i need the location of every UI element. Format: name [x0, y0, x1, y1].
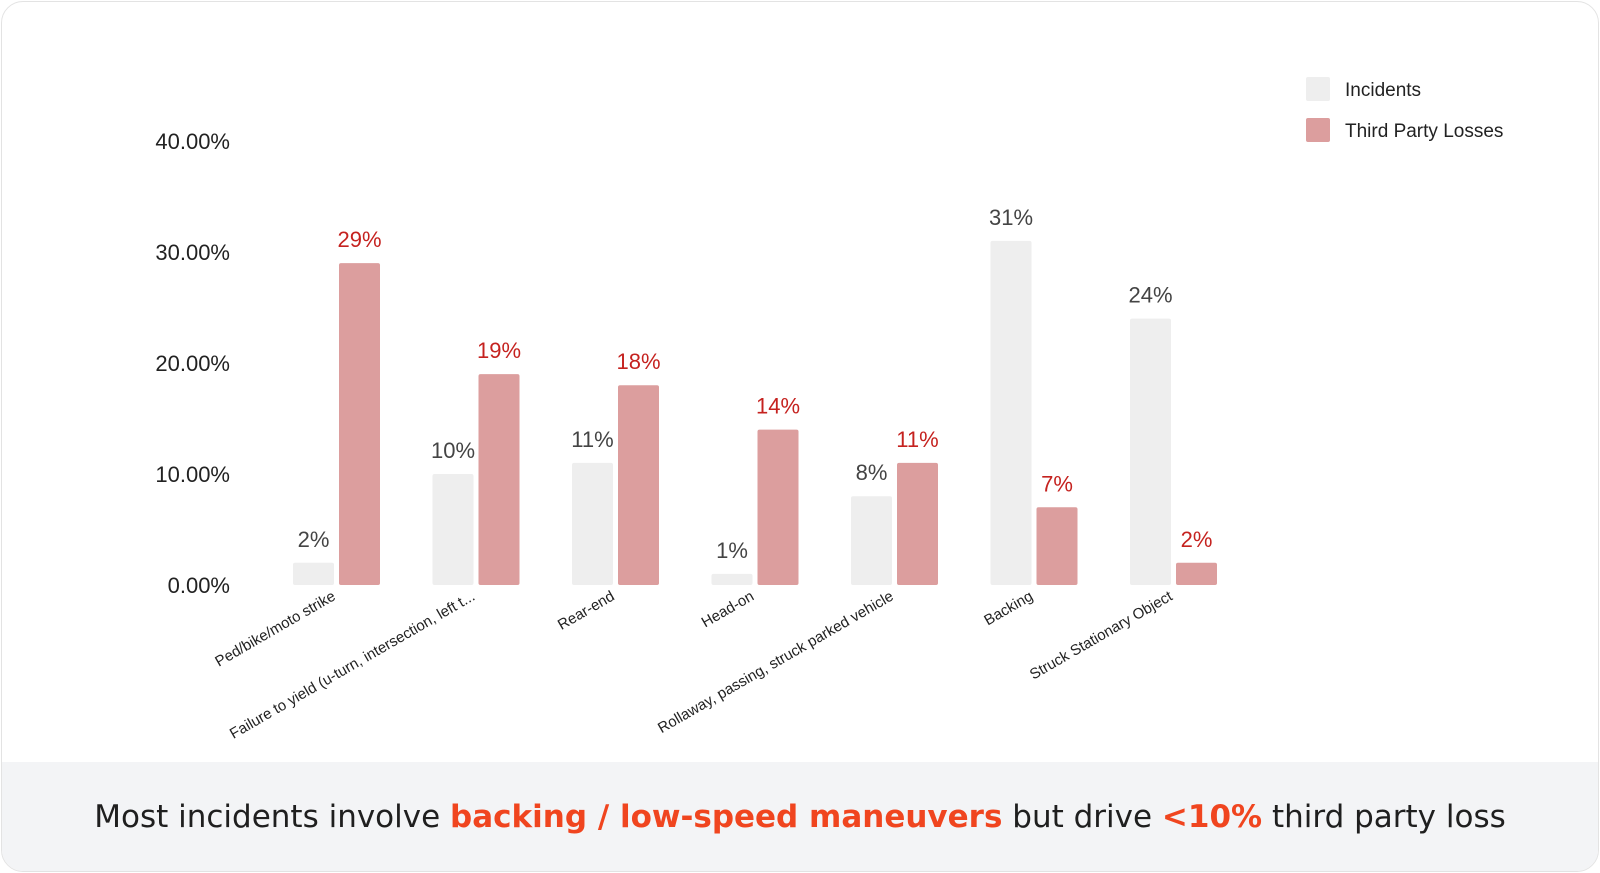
incidents-data-label: 11% — [571, 427, 613, 452]
caption-text-2: but drive — [1002, 798, 1162, 835]
x-tick-label: Rollaway, passing, struck parked vehicle — [655, 588, 896, 737]
incidents-bar — [432, 474, 474, 585]
y-tick-label: 20.00% — [155, 351, 230, 376]
incidents-data-label: 8% — [856, 460, 888, 485]
x-tick-label: Ped/bike/moto strike — [212, 588, 338, 671]
third-party-losses-data-label: 18% — [616, 349, 660, 374]
third-party-losses-data-label: 29% — [337, 227, 381, 252]
legend-swatch-incidents — [1306, 77, 1330, 101]
caption-bar: Most incidents involve backing / low-spe… — [2, 762, 1598, 871]
third-party-losses-data-label: 19% — [477, 338, 521, 363]
third-party-losses-bar — [339, 263, 380, 585]
x-tick-label: Struck Stationary Object — [1027, 587, 1176, 683]
incidents-bar — [1130, 318, 1171, 585]
third-party-losses-data-label: 14% — [756, 394, 800, 419]
incidents-data-label: 31% — [989, 205, 1033, 230]
caption-text-1: Most incidents involve — [94, 798, 451, 835]
y-tick-label: 30.00% — [155, 240, 230, 265]
x-tick-label: Failure to yield (u-turn, intersection, … — [227, 588, 478, 743]
incidents-bar — [990, 240, 1032, 585]
incidents-bar — [711, 573, 753, 585]
third-party-losses-bar — [1036, 507, 1078, 585]
caption-text-3: third party loss — [1262, 798, 1506, 835]
third-party-losses-bar — [1176, 562, 1217, 585]
x-tick-label: Head-on — [699, 588, 757, 631]
legend-label-third-party-losses: Third Party Losses — [1345, 121, 1503, 142]
incidents-data-label: 24% — [1128, 283, 1172, 308]
incidents-bar — [293, 562, 334, 585]
incidents-bar — [851, 496, 892, 585]
third-party-losses-bar — [897, 462, 938, 585]
legend-swatch-third-party-losses — [1306, 118, 1330, 142]
legend-label-incidents: Incidents — [1345, 80, 1421, 101]
incidents-bar — [572, 462, 613, 585]
y-tick-label: 0.00% — [168, 573, 230, 598]
third-party-losses-data-label: 2% — [1181, 527, 1213, 552]
third-party-losses-data-label: 11% — [896, 427, 938, 452]
caption-highlight-2: <10% — [1161, 798, 1263, 835]
caption-highlight-1: backing / low-speed maneuvers — [450, 798, 1003, 835]
third-party-losses-bar — [757, 429, 799, 585]
x-tick-label: Backing — [981, 588, 1036, 629]
y-tick-label: 40.00% — [155, 129, 230, 154]
bar-chart: 0.00% 10.00% 20.00% 30.00% 40.00% 2% 29% Ped/bi… — [155, 77, 1503, 743]
third-party-losses-bar — [618, 385, 659, 585]
y-tick-label: 10.00% — [155, 462, 230, 487]
x-tick-label: Rear-end — [555, 588, 618, 634]
third-party-losses-bar — [478, 374, 520, 585]
incidents-data-label: 2% — [298, 527, 330, 552]
incidents-data-label: 1% — [716, 538, 748, 563]
third-party-losses-data-label: 7% — [1041, 471, 1073, 496]
incidents-data-label: 10% — [431, 438, 475, 463]
